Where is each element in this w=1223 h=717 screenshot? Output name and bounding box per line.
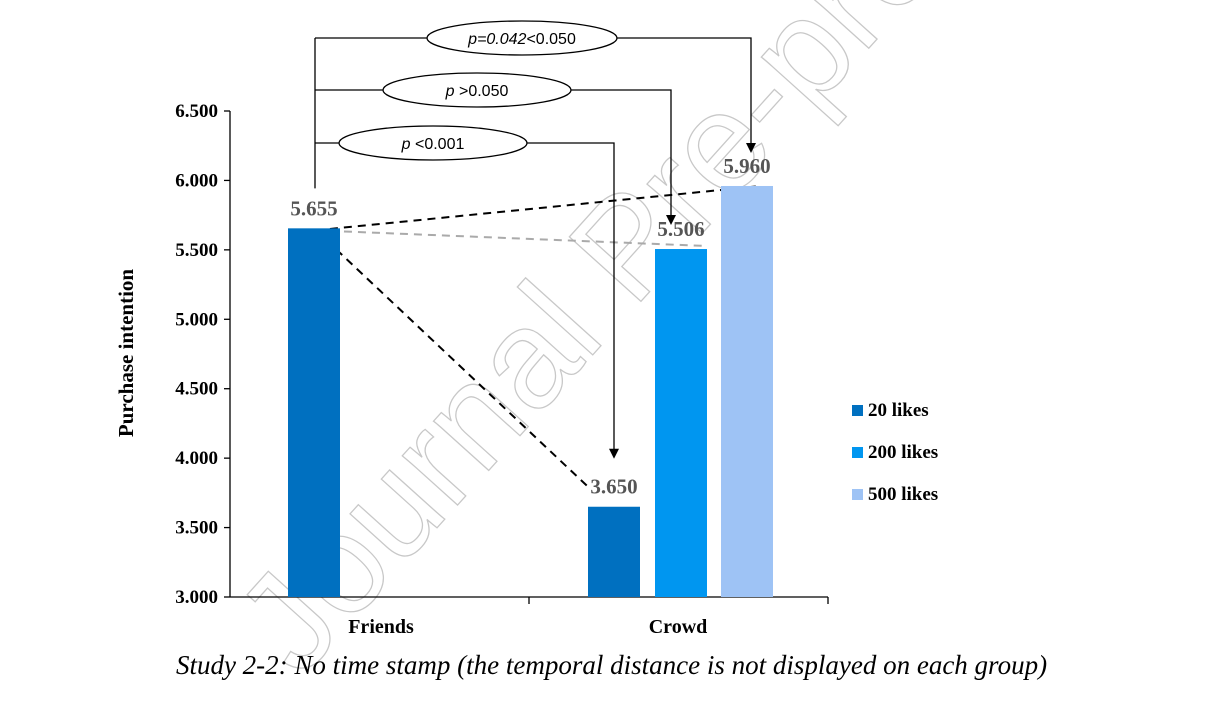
y-tick-label: 3.000 [175,587,218,608]
y-tick-label: 4.000 [175,448,218,469]
p-value-bubble [426,20,618,56]
dashed-connector [315,184,762,232]
bar [721,185,773,598]
bar-value-label: 5.960 [723,154,770,178]
p-value-label: p=0.042<0.050 [467,31,576,48]
legend-swatch [852,447,863,458]
legend: 20 likes 200 likes 500 likes [852,400,938,505]
bar [588,506,640,597]
p-value-bubble [382,72,572,108]
y-axis-label: Purchase intention [114,269,138,438]
connectors [315,184,762,488]
y-tick-label: 6.500 [175,101,218,122]
y-tick-label: 5.000 [175,309,218,330]
bar-value-label: 3.650 [590,475,637,499]
data-labels: 5.655 3.650 5.506 5.960 [290,154,770,499]
dashed-connector [315,229,589,488]
bar [655,249,707,598]
dashed-connector [315,229,708,248]
bars [288,185,773,598]
significance-annotations: p=0.042<0.050 p >0.050 p <0.001 [314,20,756,459]
p-value-label: p <0.001 [401,136,465,153]
figure-caption: Study 2-2: No time stamp (the temporal d… [175,650,1048,680]
axes: 3.000 3.500 4.000 4.500 5.000 5.500 6.000 6.500… [175,101,829,638]
x-category-label: Friends [348,616,414,638]
bar-value-label: 5.506 [657,217,704,241]
y-tick-label: 3.500 [175,518,218,539]
legend-label: 200 likes [868,442,938,463]
legend-label: 500 likes [868,484,938,505]
y-tick-label: 4.500 [175,379,218,400]
p-value-label: p >0.050 [445,83,509,100]
x-category-label: Crowd [649,616,708,638]
legend-label: 20 likes [868,400,929,421]
bar-value-label: 5.655 [290,196,337,220]
legend-swatch [852,405,863,416]
p-value-bubble [338,125,528,161]
bar [288,228,340,597]
y-tick-label: 6.000 [175,170,218,191]
y-tick-label: 5.500 [175,240,218,261]
legend-swatch [852,489,863,500]
